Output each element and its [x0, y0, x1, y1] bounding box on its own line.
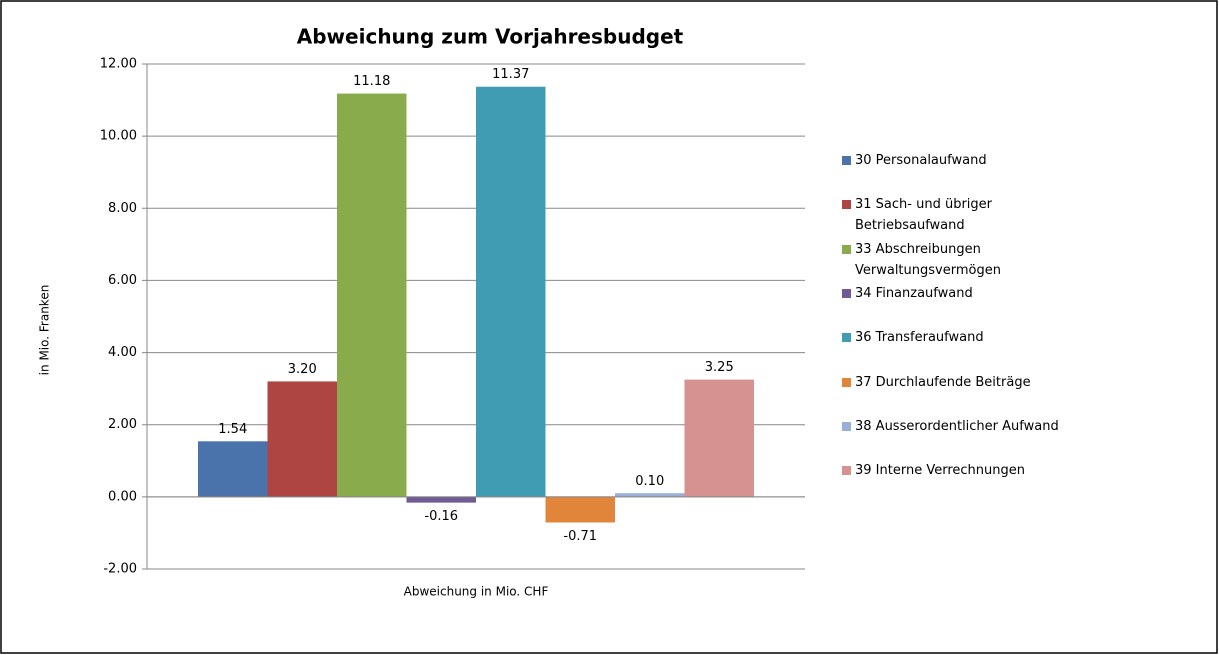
- legend-label: 38 Ausserordentlicher Aufwand: [855, 418, 1059, 434]
- legend-swatch: [842, 244, 851, 254]
- legend-item: 37 Durchlaufende Beiträge: [840, 372, 1070, 393]
- legend-label: 37 Durchlaufende Beiträge: [855, 374, 1031, 390]
- y-tick-label: 4.00: [108, 345, 137, 360]
- legend-swatch: [842, 156, 851, 165]
- legend-item: 34 Finanzaufwand: [840, 283, 1070, 304]
- legend-label: 31 Sach- und übriger Betriebsaufwand: [855, 197, 993, 234]
- value-label: -0.16: [424, 509, 458, 524]
- y-tick-label: 6.00: [108, 273, 137, 288]
- legend-swatch: [842, 288, 851, 298]
- bar: [337, 93, 407, 497]
- legend-swatch: [842, 421, 851, 431]
- value-label: -0.71: [563, 529, 597, 544]
- legend-item: 31 Sach- und übriger Betriebsaufwand: [840, 194, 1070, 236]
- legend-item: 30 Personalaufwand: [840, 150, 1070, 171]
- bar: [406, 496, 476, 503]
- y-tick-label: 12.00: [100, 57, 137, 72]
- legend-label: 30 Personalaufwand: [855, 153, 987, 168]
- chart-title: Abweichung zum Vorjahresbudget: [297, 25, 684, 49]
- y-tick-label: 0.00: [108, 489, 137, 504]
- bar: [684, 379, 754, 497]
- y-tick-label: 10.00: [100, 129, 137, 144]
- legend-label: 36 Transferaufwand: [855, 330, 984, 346]
- bar: [267, 381, 337, 497]
- bar: [476, 86, 546, 497]
- y-tick-label: -2.00: [103, 562, 137, 577]
- value-label: 1.54: [218, 422, 247, 437]
- value-label: 11.18: [353, 74, 390, 89]
- legend-swatch: [842, 377, 851, 387]
- y-tick-label: 8.00: [108, 201, 137, 216]
- value-label: 11.37: [492, 67, 529, 82]
- y-tick-label: 2.00: [108, 417, 137, 432]
- legend-swatch: [842, 200, 851, 210]
- value-label: 3.20: [288, 362, 317, 377]
- legend-item: 39 Interne Verrechnungen: [840, 460, 1070, 481]
- value-label: 3.25: [705, 360, 734, 375]
- legend-swatch: [842, 466, 851, 476]
- legend-item: 33 Abschreibungen Verwaltungsvermögen: [840, 239, 1070, 281]
- legend-label: 34 Finanzaufwand: [855, 285, 973, 301]
- legend-item: 38 Ausserordentlicher Aufwand: [840, 416, 1070, 437]
- bar: [198, 441, 268, 497]
- value-label: 0.10: [635, 474, 664, 489]
- bar: [545, 496, 615, 523]
- y-axis-label: in Mio. Franken: [38, 285, 52, 376]
- legend-swatch: [842, 333, 851, 343]
- legend-label: 33 Abschreibungen Verwaltungsvermögen: [855, 241, 1001, 278]
- legend-label: 39 Interne Verrechnungen: [855, 463, 1025, 479]
- bar: [615, 493, 685, 497]
- legend-item: 36 Transferaufwand: [840, 327, 1070, 348]
- x-tick-label: Abweichung in Mio. CHF: [404, 585, 549, 599]
